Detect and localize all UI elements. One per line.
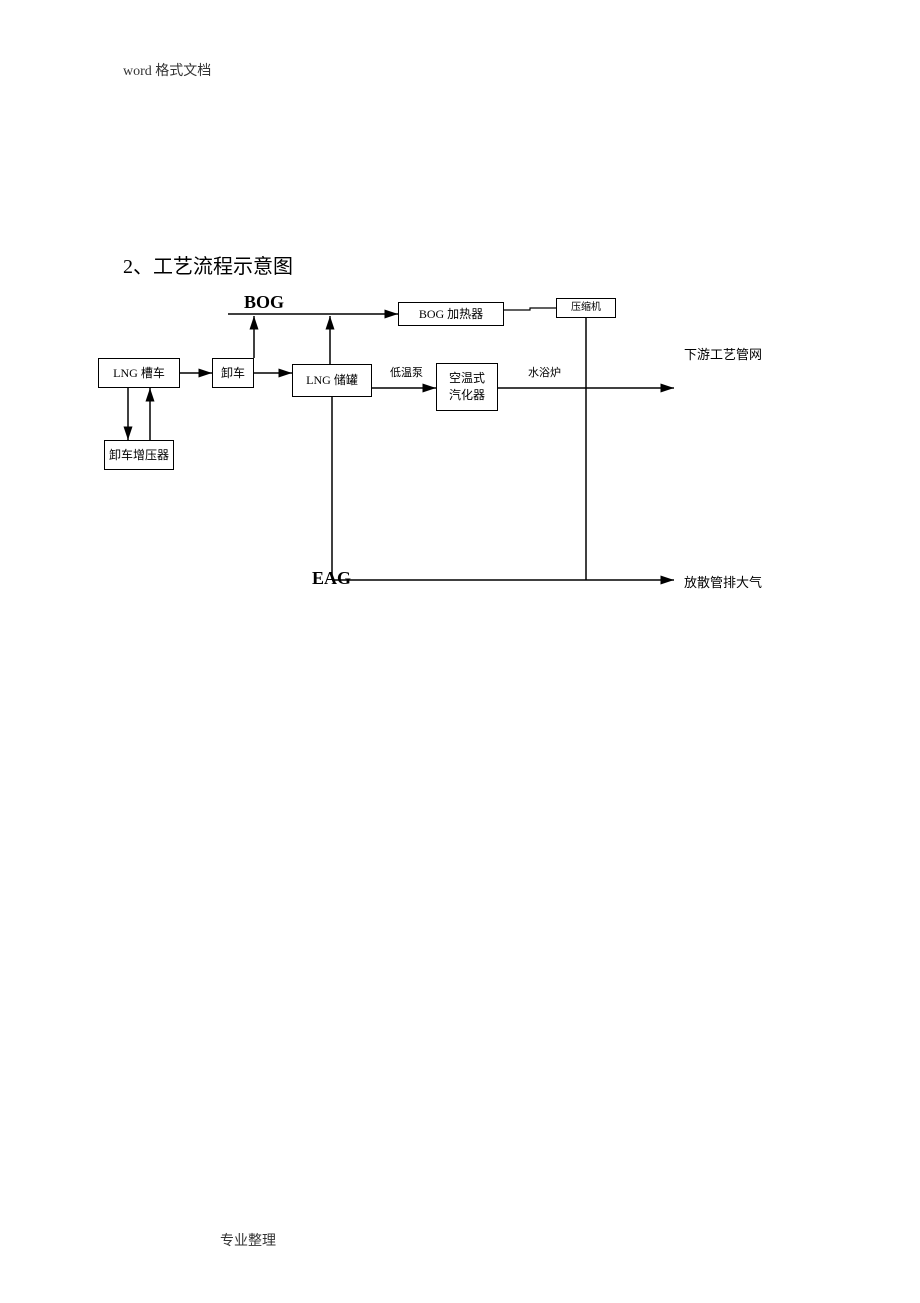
document-page: word 格式文档 2、工艺流程示意图 <box>0 0 920 1303</box>
label-bog: BOG <box>244 292 284 313</box>
page-header: word 格式文档 <box>123 60 211 80</box>
label-vent: 放散管排大气 <box>684 572 762 591</box>
node-vaporizer: 空温式 汽化器 <box>436 363 498 411</box>
page-footer: 专业整理 <box>220 1230 276 1250</box>
node-compressor: 压缩机 <box>556 298 616 318</box>
section-title: 2、工艺流程示意图 <box>123 250 293 279</box>
node-lng-tanker: LNG 槽车 <box>98 358 180 388</box>
edge-bogheater-compressor <box>504 308 556 310</box>
process-flow-diagram: LNG 槽车 卸车 卸车增压器 LNG 储罐 BOG 加热器 压缩机 空温式 汽… <box>0 290 920 610</box>
label-downstream: 下游工艺管网 <box>684 344 762 363</box>
label-water-bath: 水浴炉 <box>528 364 561 380</box>
node-unload: 卸车 <box>212 358 254 388</box>
node-booster: 卸车增压器 <box>104 440 174 470</box>
node-lng-tank: LNG 储罐 <box>292 364 372 397</box>
label-cryo-pump: 低温泵 <box>390 364 423 380</box>
node-bog-heater: BOG 加热器 <box>398 302 504 326</box>
label-eag: EAG <box>312 568 351 589</box>
